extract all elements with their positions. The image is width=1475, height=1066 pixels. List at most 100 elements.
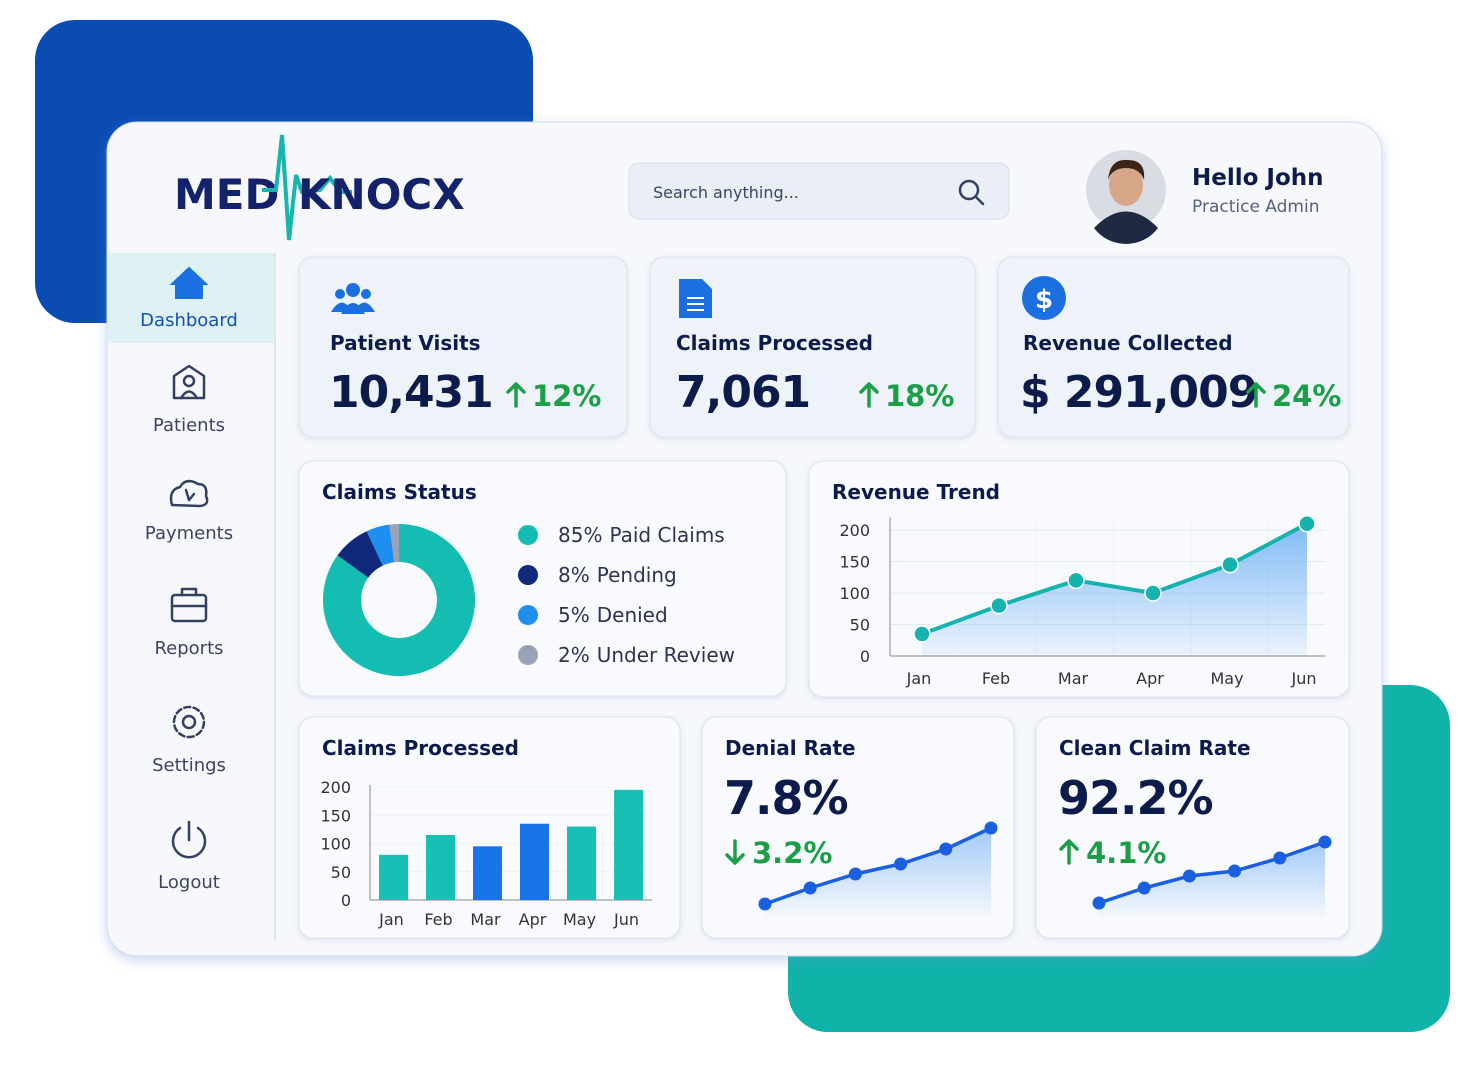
kpi-label: Patient Visits — [330, 331, 481, 355]
y-tick-label: 200 — [320, 778, 351, 797]
legend-dot — [518, 645, 538, 665]
area — [765, 828, 991, 918]
nav-icon-patients[interactable] — [172, 364, 206, 400]
donut-slice — [323, 524, 475, 676]
logo-right: KNOCX — [298, 170, 465, 219]
kpi-icon-people — [331, 283, 375, 314]
user-role: Practice Admin — [1192, 197, 1319, 217]
nav-item[interactable]: Dashboard — [140, 310, 238, 331]
nav-icon-reports[interactable] — [170, 587, 208, 623]
y-tick-label: 50 — [331, 863, 351, 882]
logo-pulse — [262, 134, 352, 241]
area — [1099, 842, 1325, 918]
legend-entry: 8% Pending — [558, 563, 677, 587]
change-arrow — [506, 382, 526, 408]
x-tick-label: Apr — [519, 910, 547, 929]
y-tick-label: 0 — [341, 891, 351, 910]
metric-value: 92.2% — [1058, 771, 1213, 825]
nav-icon-settings[interactable] — [172, 705, 206, 739]
card-title: Claims Status — [322, 480, 477, 504]
legend-value: 5% — [558, 603, 590, 627]
point — [1318, 835, 1332, 849]
x-tick-label: Feb — [424, 910, 452, 929]
kpi-card — [649, 256, 976, 438]
x-tick-label: Jan — [378, 910, 404, 929]
legend-label: Paid Claims — [609, 523, 724, 547]
legend-label: Denied — [597, 603, 668, 627]
logo-left: MED — [174, 170, 279, 219]
nav-item[interactable]: Settings — [152, 755, 226, 776]
search-icon[interactable] — [958, 179, 985, 206]
legend-value: 85% — [558, 523, 602, 547]
nav-icon-payments[interactable] — [169, 479, 209, 508]
point — [1298, 514, 1316, 533]
legend-label: Under Review — [597, 643, 735, 667]
sparkline — [764, 826, 992, 906]
kpi-icon-document — [679, 279, 712, 318]
legend-dot — [518, 525, 538, 545]
nav-item[interactable]: Patients — [153, 415, 225, 436]
area — [922, 523, 1307, 656]
point — [1273, 851, 1287, 865]
donut-slice — [337, 531, 383, 578]
kpi-change: 12% — [532, 379, 601, 413]
nav-item[interactable]: Payments — [145, 523, 233, 544]
sparkline — [1098, 840, 1326, 905]
bar — [567, 826, 596, 900]
nav-icon-dashboard[interactable] — [169, 266, 209, 299]
nav-item[interactable]: Reports — [154, 638, 223, 659]
x-tick-label: Feb — [982, 669, 1010, 688]
point — [758, 897, 772, 911]
kpi-card — [997, 256, 1350, 438]
svg-text:$: $ — [1035, 285, 1053, 315]
point — [990, 596, 1008, 615]
point — [1221, 555, 1239, 574]
y-tick-label: 50 — [850, 616, 870, 635]
donut-slice — [389, 524, 399, 563]
kpi-value: 7,061 — [676, 367, 810, 418]
bar — [473, 846, 502, 900]
card-title: Revenue Trend — [832, 480, 1000, 504]
metric-value: 7.8% — [724, 771, 848, 825]
legend-dot — [518, 565, 538, 585]
change-arrow — [1059, 839, 1079, 865]
avatar[interactable] — [1086, 150, 1166, 245]
y-tick-label: 100 — [320, 835, 351, 854]
nav-icon-logout[interactable] — [171, 820, 207, 859]
donut-slice — [366, 524, 395, 566]
x-tick-label: May — [563, 910, 596, 929]
point — [848, 867, 862, 881]
line — [921, 521, 1308, 636]
kpi-label: Revenue Collected — [1023, 331, 1233, 355]
point — [1228, 864, 1242, 878]
x-tick-label: Mar — [1058, 669, 1089, 688]
legend-label: Pending — [597, 563, 677, 587]
point — [1182, 869, 1196, 883]
logo: MED KNOCX — [174, 134, 465, 241]
point — [913, 625, 931, 643]
point — [803, 881, 817, 895]
kpi-change: 18% — [885, 379, 954, 413]
x-tick-label: Jan — [906, 669, 932, 688]
legend-entry: 2% Under Review — [558, 643, 735, 667]
y-tick-label: 100 — [839, 584, 870, 603]
bar — [379, 854, 408, 900]
kpi-change: 24% — [1272, 379, 1341, 413]
search-box[interactable] — [628, 162, 1010, 220]
change-arrow — [725, 839, 745, 865]
x-tick-label: Apr — [1136, 669, 1164, 688]
legend-value: 2% — [558, 643, 590, 667]
point — [939, 842, 953, 856]
nav-item[interactable]: Logout — [158, 872, 220, 893]
point — [894, 857, 908, 871]
x-tick-label: May — [1210, 669, 1243, 688]
bar — [426, 835, 455, 900]
x-tick-label: Jun — [613, 910, 639, 929]
x-tick-label: Mar — [470, 910, 501, 929]
point — [1144, 584, 1162, 602]
y-tick-label: 200 — [839, 521, 870, 540]
kpi-value: $ 291,009 — [1020, 367, 1257, 418]
card-title: Denial Rate — [725, 736, 856, 760]
change-arrow — [1246, 382, 1266, 408]
